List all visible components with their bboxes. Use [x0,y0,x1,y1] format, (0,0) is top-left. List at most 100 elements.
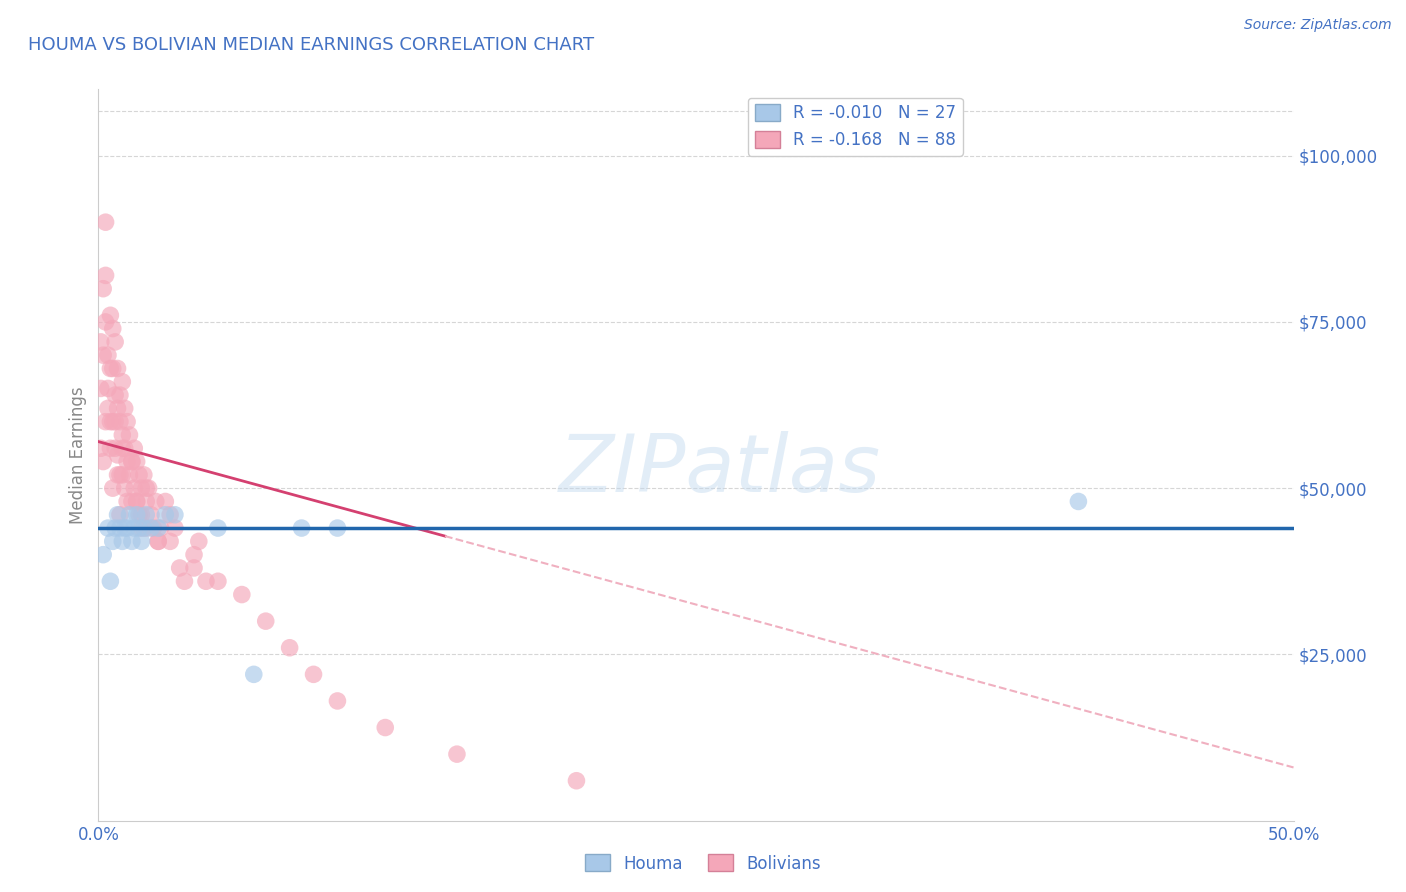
Point [124,481,146,495]
Point [104,442,127,456]
Point [98,415,122,429]
Point [155,494,177,508]
Point [114,481,136,495]
Point [128,521,150,535]
Point [278,640,301,655]
Point [254,614,277,628]
Point [125,494,148,508]
Text: HOUMA VS BOLIVIAN MEDIAN EARNINGS CORRELATION CHART: HOUMA VS BOLIVIAN MEDIAN EARNINGS CORREL… [28,36,595,54]
Point [125,494,148,508]
Point [326,521,349,535]
Point [104,521,127,535]
Point [107,448,129,462]
Point [135,508,157,522]
Point [115,415,138,429]
Point [128,467,150,482]
Point [91,548,114,562]
Point [374,721,396,735]
Legend: R = -0.010   N = 27, R = -0.168   N = 88: R = -0.010 N = 27, R = -0.168 N = 88 [748,97,963,155]
Point [94,268,117,283]
Point [173,574,195,589]
Point [118,428,141,442]
Point [108,521,131,535]
Point [101,361,124,376]
Point [163,521,186,535]
Point [135,481,157,495]
Legend: Houma, Bolivians: Houma, Bolivians [578,847,828,880]
Point [231,588,253,602]
Point [114,521,136,535]
Point [159,508,181,522]
Y-axis label: Median Earnings: Median Earnings [69,386,87,524]
Point [118,467,141,482]
Text: Source: ZipAtlas.com: Source: ZipAtlas.com [1244,18,1392,32]
Point [302,667,325,681]
Point [107,508,129,522]
Point [118,508,141,522]
Point [121,454,143,468]
Point [138,481,160,495]
Point [101,321,124,335]
Point [132,521,155,535]
Point [115,521,138,535]
Point [97,521,120,535]
Point [135,494,157,508]
Point [565,773,588,788]
Point [148,521,170,535]
Point [98,361,122,376]
Point [139,508,162,522]
Point [91,348,114,362]
Point [183,548,205,562]
Point [108,508,131,522]
Point [90,381,112,395]
Point [121,534,143,549]
Point [139,521,162,535]
Point [187,534,209,549]
Point [91,282,114,296]
Point [124,442,146,456]
Point [207,521,229,535]
Point [107,467,129,482]
Point [91,454,114,468]
Point [148,534,170,549]
Point [97,381,120,395]
Point [131,508,153,522]
Point [98,308,122,322]
Point [135,521,157,535]
Point [131,534,153,549]
Point [207,574,229,589]
Point [121,494,143,508]
Point [94,415,117,429]
Point [111,375,134,389]
Point [104,334,127,349]
Point [108,388,131,402]
Point [148,534,170,549]
Point [114,401,136,416]
Point [90,334,112,349]
Point [1067,494,1090,508]
Point [101,481,124,495]
Point [101,534,124,549]
Point [149,521,172,535]
Point [145,494,167,508]
Point [291,521,314,535]
Point [131,481,153,495]
Point [107,361,129,376]
Point [131,521,153,535]
Point [90,442,112,456]
Point [446,747,468,761]
Point [128,508,150,522]
Point [94,215,117,229]
Point [111,467,134,482]
Point [132,467,155,482]
Point [94,315,117,329]
Point [163,508,186,522]
Point [107,401,129,416]
Point [159,534,181,549]
Point [108,415,131,429]
Point [114,442,136,456]
Point [108,467,131,482]
Point [183,561,205,575]
Point [111,428,134,442]
Point [326,694,349,708]
